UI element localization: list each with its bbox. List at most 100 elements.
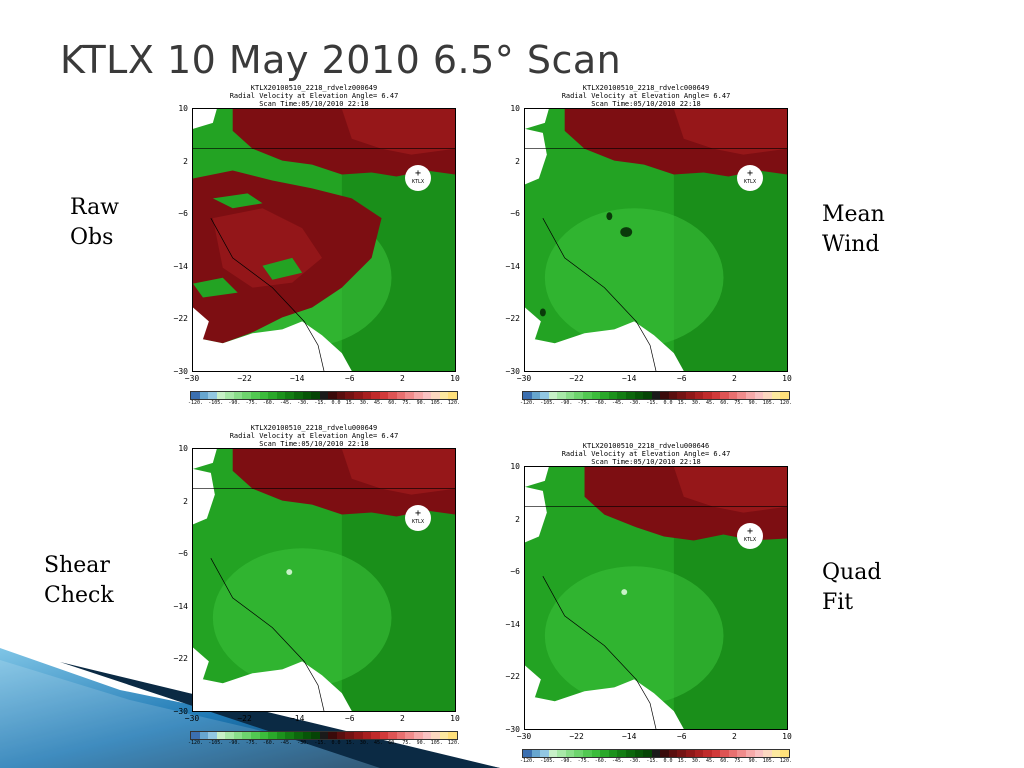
colorbar-swatch xyxy=(251,392,260,399)
colorbar-swatch xyxy=(199,732,209,739)
colorbar-tick: -15. xyxy=(314,400,327,406)
colorbar-swatch xyxy=(345,732,354,739)
colorbar-tick: -60. xyxy=(262,740,275,746)
colorbar-tick: -45. xyxy=(611,758,625,764)
colorbar-tick: -30. xyxy=(297,400,310,406)
colorbar-swatch xyxy=(233,732,243,739)
colorbar-tick: 15. xyxy=(677,758,687,764)
label-line: Wind xyxy=(822,232,880,257)
colorbar-swatch xyxy=(754,392,764,399)
colorbar-tick: 0.0 xyxy=(331,740,341,746)
x-tick-label: 10 xyxy=(450,714,460,723)
colorbar-swatch xyxy=(216,732,226,739)
colorbar-swatch xyxy=(448,732,457,739)
radial-velocity-field: + KTLX xyxy=(192,448,456,712)
colorbar-swatch xyxy=(362,392,372,399)
x-tick-label: −14 xyxy=(289,714,305,723)
colorbar-tick: -30. xyxy=(629,400,642,406)
y-tick-label: −22 xyxy=(173,654,188,664)
colorbar-tick: -90. xyxy=(560,758,573,764)
colorbar-tick-labels: -120. -105. -90. -75. -60. -45. -30. -15. 0.0 15.… xyxy=(188,400,460,406)
colorbar-swatch xyxy=(574,392,584,399)
colorbar-swatch xyxy=(216,392,226,399)
x-tick-label: −14 xyxy=(621,374,637,383)
colorbar-swatch xyxy=(242,392,252,399)
y-tick-label: 10 xyxy=(510,104,520,113)
colorbar-tick-labels: -120. -105. -90. -75. -60. -45. -30. -15. 0.0 15.… xyxy=(188,740,460,746)
colorbar-swatch xyxy=(285,732,294,739)
colorbar-swatch xyxy=(276,732,286,739)
radar-site-cross: + xyxy=(414,508,422,519)
colorbar-swatch xyxy=(422,732,432,739)
label-shear-check: Shear Check xyxy=(44,551,114,611)
colorbar-swatch xyxy=(617,750,626,757)
colorbar-swatch xyxy=(591,392,601,399)
colorbar-tick: 60. xyxy=(720,758,730,764)
colorbar-swatch xyxy=(448,392,457,399)
colorbar-swatch xyxy=(523,392,532,399)
colorbar-swatch xyxy=(371,732,380,739)
x-tick-label: −6 xyxy=(676,374,687,383)
slide-title: KTLX 10 May 2010 6.5° Scan xyxy=(60,38,622,82)
colorbar-tick: 30. xyxy=(691,758,701,764)
colorbar-swatch xyxy=(336,732,346,739)
y-tick-label: 2 xyxy=(515,514,520,524)
colorbar-tick: 45. xyxy=(706,758,716,764)
colorbar-swatch xyxy=(763,392,772,399)
colorbar-tick: 105. xyxy=(762,400,775,406)
colorbar-swatch xyxy=(780,750,789,757)
colorbar-tick: 15. xyxy=(345,400,355,406)
label-mean-wind: Mean Wind xyxy=(822,200,885,260)
y-tick-label: 10 xyxy=(178,444,188,453)
x-tick-label: −22 xyxy=(569,732,584,741)
colorbar-swatch xyxy=(251,732,260,739)
colorbar-swatch xyxy=(617,392,626,399)
colorbar-tick: -60. xyxy=(594,758,607,764)
colorbar-swatch xyxy=(780,392,789,399)
colorbar-swatch xyxy=(685,750,695,757)
x-tick-label: −30 xyxy=(516,374,532,383)
colorbar-swatch xyxy=(771,750,781,757)
colorbar-swatch xyxy=(208,392,217,399)
x-tick-label: 10 xyxy=(450,374,460,383)
panel-header-line: Scan Time:05/10/2010 22:18 xyxy=(591,458,701,466)
panel-header-line: Radial Velocity at Elevation Angle= 6.47 xyxy=(229,432,399,440)
colorbar-swatch xyxy=(388,732,397,739)
colorbar-tick: 75. xyxy=(734,758,744,764)
colorbar-swatch xyxy=(746,392,755,399)
colorbar-tick: 90. xyxy=(748,758,758,764)
radial-velocity-field: + KTLX xyxy=(524,108,788,372)
colorbar-tick: -90. xyxy=(228,400,241,406)
colorbar-swatch xyxy=(694,750,704,757)
colorbar-swatch xyxy=(668,392,678,399)
colorbar-tick: -60. xyxy=(262,400,275,406)
label-line: Fit xyxy=(822,590,854,615)
colorbar-swatch xyxy=(703,392,712,399)
velocity-field-graphic xyxy=(525,109,787,371)
x-tick-label: −30 xyxy=(516,732,532,741)
y-tick-label: −6 xyxy=(510,567,520,577)
label-line: Shear xyxy=(44,553,110,578)
colorbar-swatch xyxy=(319,732,329,739)
colorbar-swatch xyxy=(225,732,234,739)
velocity-colorbar xyxy=(522,749,790,758)
x-tick-label: −14 xyxy=(289,374,305,383)
colorbar-swatch xyxy=(242,732,252,739)
colorbar-swatch xyxy=(431,732,440,739)
colorbar-tick: -15. xyxy=(646,400,659,406)
colorbar-swatch xyxy=(728,392,738,399)
x-tick-label: −22 xyxy=(569,374,584,383)
colorbar-tick: 105. xyxy=(430,400,443,406)
radar-site-cross: + xyxy=(746,526,754,537)
colorbar-swatch xyxy=(259,392,269,399)
radar-site-name: KTLX xyxy=(743,537,757,543)
x-tick-label: −30 xyxy=(184,374,200,383)
colorbar-swatch xyxy=(754,750,764,757)
colorbar-tick: -75. xyxy=(577,400,590,406)
colorbar-tick: -120. xyxy=(520,400,536,406)
colorbar-swatch xyxy=(703,750,712,757)
colorbar-swatch xyxy=(379,732,389,739)
label-line: Raw xyxy=(70,195,120,220)
panel-header-line: Scan Time:05/10/2010 22:18 xyxy=(259,100,369,108)
colorbar-swatch xyxy=(531,750,541,757)
